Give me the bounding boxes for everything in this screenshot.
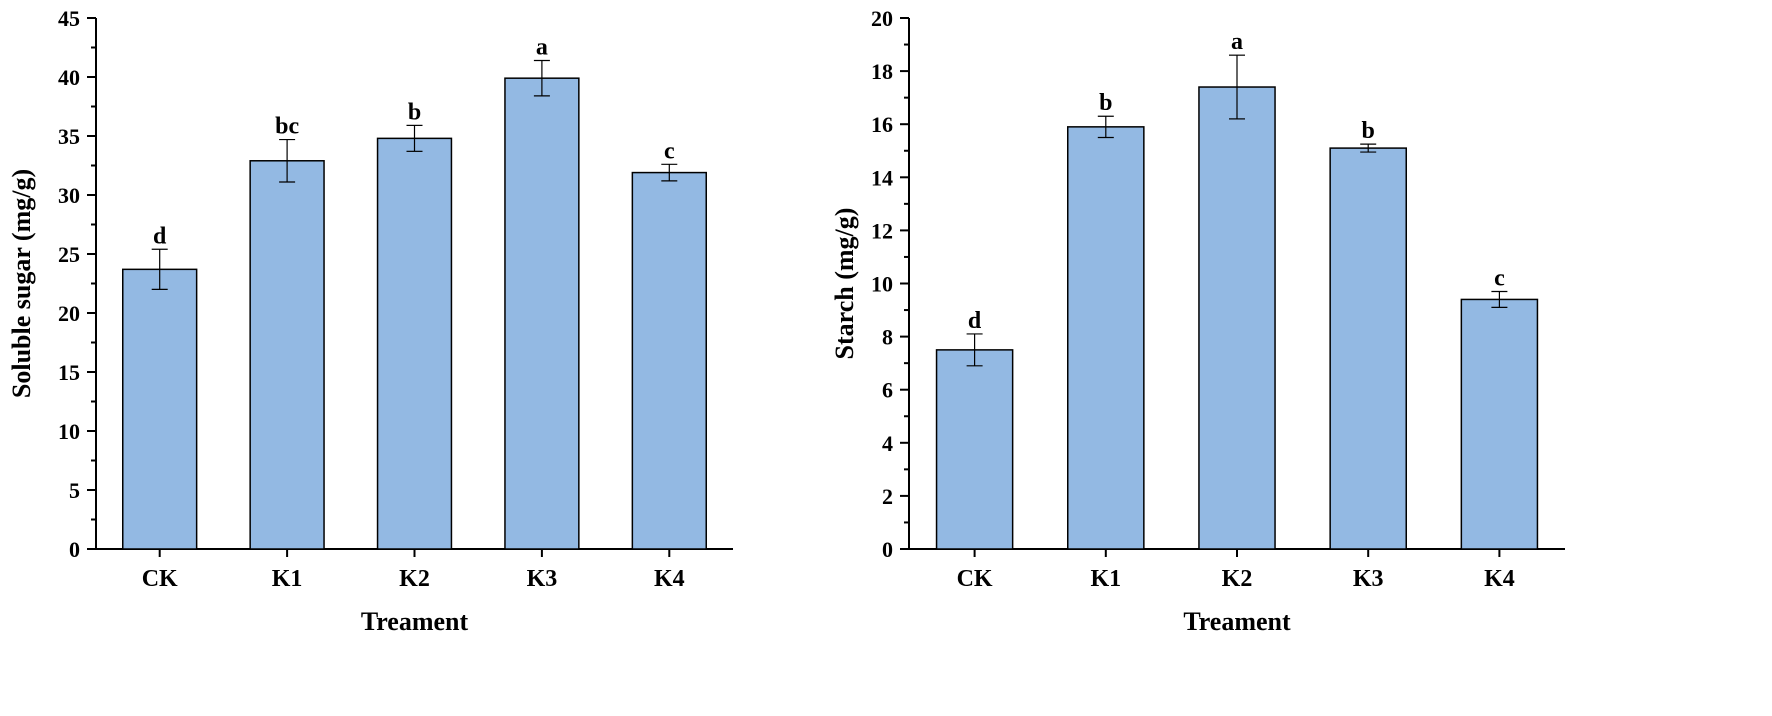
sugar-error-bar-k4 — [661, 163, 678, 182]
sugar-significance-k2: b — [408, 99, 421, 125]
soluble-sugar-chart: 0 5 10 15 20 25 30 35 40 45 d CK bc K1 b K2 a K3 c K4 Treame… — [7, 6, 733, 636]
sugar-bar-ck — [122, 268, 198, 550]
sugar-error-bar-k2 — [406, 124, 423, 152]
sugar-y-tick-label: 45 — [58, 6, 80, 31]
starch-category-label: CK — [957, 566, 993, 592]
starch-y-tick-label: 6 — [882, 378, 893, 403]
sugar-category-label: CK — [142, 566, 178, 592]
starch-y-tick-label: 4 — [882, 431, 893, 456]
starch-y-tick-label: 12 — [871, 218, 893, 243]
sugar-y-tick-label: 25 — [58, 242, 80, 267]
starch-y-axis-title: Starch (mg/g) — [830, 208, 859, 360]
starch-bar-k2 — [1198, 86, 1276, 550]
sugar-y-tick-label: 35 — [58, 124, 80, 149]
sugar-y-tick-label: 10 — [58, 419, 80, 444]
sugar-significance-k4: c — [664, 138, 675, 164]
starch-significance-k2: a — [1231, 29, 1243, 55]
starch-y-tick-label: 14 — [871, 165, 893, 190]
starch-category-label: K1 — [1090, 566, 1121, 592]
sugar-y-tick-label: 0 — [69, 537, 80, 562]
starch-bar-ck — [935, 349, 1014, 550]
starch-significance-ck: d — [968, 308, 982, 334]
sugar-category-label: K2 — [399, 566, 430, 592]
starch-chart: 0 2 4 6 8 10 12 14 16 18 20 d CK b K1 a K2 b K3 c K4 Treament… — [830, 6, 1565, 636]
sugar-significance-k3: a — [536, 34, 548, 60]
sugar-category-label: K3 — [527, 566, 558, 592]
starch-significance-k4: c — [1494, 265, 1505, 291]
starch-error-bar-k4 — [1491, 290, 1508, 308]
starch-y-tick-label: 18 — [871, 59, 893, 84]
sugar-y-tick-label: 20 — [58, 301, 80, 326]
sugar-bar-k2 — [376, 137, 453, 550]
starch-category-label: K2 — [1222, 566, 1253, 592]
sugar-error-bar-k1 — [279, 138, 296, 183]
starch-error-bar-k2 — [1229, 54, 1245, 120]
sugar-error-bar-ck — [151, 248, 168, 290]
starch-y-tick-label: 16 — [871, 112, 893, 137]
starch-error-bar-k1 — [1097, 115, 1114, 139]
sugar-y-tick-label: 30 — [58, 183, 80, 208]
starch-y-tick-label: 20 — [871, 6, 893, 31]
starch-y-tick-label: 2 — [882, 484, 893, 509]
sugar-bar-k1 — [249, 160, 325, 550]
starch-y-tick-label: 10 — [871, 272, 893, 297]
sugar-error-bar-k3 — [533, 59, 550, 97]
sugar-y-axis-title: Soluble sugar (mg/g) — [7, 169, 36, 398]
starch-x-axis-title: Treament — [1183, 607, 1291, 636]
starch-significance-k3: b — [1362, 118, 1375, 144]
starch-category-label: K3 — [1353, 566, 1384, 592]
starch-bar-k1 — [1067, 126, 1145, 550]
sugar-y-tick-label: 15 — [58, 360, 80, 385]
starch-bar-k4 — [1460, 298, 1539, 550]
starch-error-bar-ck — [966, 333, 983, 367]
sugar-significance-ck: d — [153, 223, 167, 249]
sugar-x-axis-title: Treament — [361, 607, 469, 636]
sugar-y-tick-label: 40 — [58, 65, 80, 90]
sugar-bar-k3 — [504, 77, 580, 550]
starch-y-tick-label: 0 — [882, 537, 893, 562]
sugar-category-label: K4 — [654, 566, 685, 592]
sugar-bar-k4 — [631, 171, 707, 550]
sugar-y-tick-label: 5 — [69, 478, 80, 503]
starch-bar-k3 — [1329, 147, 1407, 550]
starch-error-bar-k3 — [1360, 143, 1377, 153]
sugar-significance-k1: bc — [275, 114, 299, 140]
starch-category-label: K4 — [1484, 566, 1515, 592]
starch-significance-k1: b — [1099, 90, 1112, 116]
starch-y-tick-label: 8 — [882, 325, 893, 350]
sugar-category-label: K1 — [272, 566, 303, 592]
